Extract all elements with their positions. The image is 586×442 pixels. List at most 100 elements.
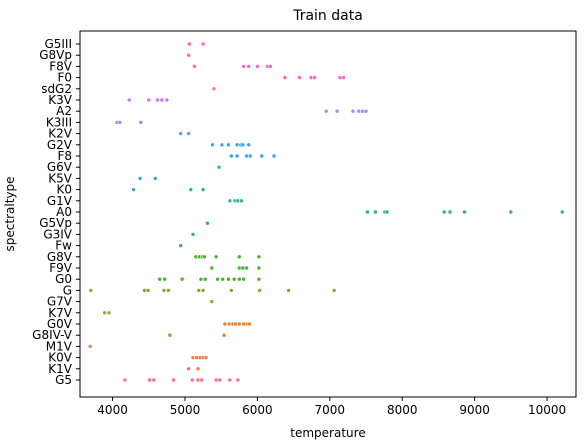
data-point bbox=[385, 210, 389, 214]
data-point bbox=[127, 98, 131, 102]
data-point bbox=[272, 154, 276, 158]
x-tick-label: 4000 bbox=[97, 403, 128, 417]
x-tick-label: 7000 bbox=[315, 403, 346, 417]
data-point bbox=[201, 42, 205, 46]
chart-title: Train data bbox=[292, 8, 363, 24]
y-axis-label: spectraltype bbox=[3, 177, 17, 252]
x-axis-ticks: 4000 5000 6000 7000 8000 9000 10000 bbox=[97, 397, 566, 417]
data-point bbox=[147, 98, 151, 102]
data-point bbox=[287, 288, 291, 292]
data-point bbox=[171, 378, 175, 382]
data-point bbox=[187, 367, 191, 371]
data-point bbox=[242, 64, 246, 68]
data-point bbox=[247, 322, 251, 326]
data-point bbox=[217, 165, 221, 169]
x-axis-label: temperature bbox=[290, 426, 365, 440]
data-point bbox=[107, 311, 111, 315]
data-point bbox=[179, 132, 183, 136]
data-point bbox=[335, 109, 339, 113]
data-point bbox=[200, 378, 204, 382]
data-point bbox=[257, 255, 261, 259]
data-point bbox=[168, 333, 172, 337]
data-point bbox=[212, 87, 216, 91]
data-point bbox=[158, 277, 162, 281]
data-point bbox=[203, 255, 207, 259]
data-point bbox=[245, 266, 249, 270]
data-point bbox=[204, 356, 208, 360]
data-point bbox=[201, 288, 205, 292]
data-point bbox=[191, 232, 195, 236]
data-point bbox=[148, 378, 152, 382]
data-point bbox=[103, 311, 107, 315]
data-point bbox=[258, 288, 262, 292]
x-tick-label: 9000 bbox=[459, 403, 490, 417]
data-point bbox=[283, 76, 287, 80]
y-tick-label: G5 bbox=[55, 373, 72, 387]
data-point bbox=[160, 98, 164, 102]
data-point bbox=[155, 98, 159, 102]
y-axis-ticks: G5IIIG8VpF8VF0sdG2K3VA2K3IIIK2VG2VF8G6VK… bbox=[32, 37, 80, 387]
data-point bbox=[242, 277, 246, 281]
data-point bbox=[138, 176, 142, 180]
data-point bbox=[239, 199, 243, 203]
data-point bbox=[192, 64, 196, 68]
data-point bbox=[89, 288, 93, 292]
data-point bbox=[165, 98, 169, 102]
data-point bbox=[88, 344, 92, 348]
data-point bbox=[268, 64, 272, 68]
x-tick-label: 8000 bbox=[387, 403, 418, 417]
data-point bbox=[180, 277, 184, 281]
x-tick-label: 6000 bbox=[242, 403, 273, 417]
data-point bbox=[187, 132, 191, 136]
data-point bbox=[241, 143, 245, 147]
data-point bbox=[189, 188, 193, 192]
data-point bbox=[462, 210, 466, 214]
data-point bbox=[237, 277, 241, 281]
data-point bbox=[201, 188, 205, 192]
data-point bbox=[235, 154, 239, 158]
data-point bbox=[139, 120, 143, 124]
data-point bbox=[218, 378, 222, 382]
data-point bbox=[187, 42, 191, 46]
data-point bbox=[236, 378, 240, 382]
data-point bbox=[247, 64, 251, 68]
x-tick-label: 5000 bbox=[170, 403, 201, 417]
data-point bbox=[373, 210, 377, 214]
data-point bbox=[342, 76, 346, 80]
data-point bbox=[197, 288, 201, 292]
data-point bbox=[237, 322, 241, 326]
plot-frame bbox=[80, 31, 576, 397]
data-point bbox=[203, 277, 207, 281]
data-point bbox=[153, 176, 157, 180]
x-tick-label: 10000 bbox=[528, 403, 566, 417]
data-point bbox=[211, 143, 215, 147]
data-point bbox=[364, 109, 368, 113]
data-point bbox=[229, 288, 233, 292]
data-point bbox=[442, 210, 446, 214]
data-point bbox=[123, 378, 127, 382]
data-point bbox=[257, 266, 261, 270]
data-point bbox=[313, 76, 317, 80]
data-point bbox=[214, 255, 218, 259]
data-point bbox=[229, 154, 233, 158]
data-point bbox=[152, 378, 156, 382]
data-point bbox=[223, 322, 227, 326]
data-point bbox=[146, 288, 150, 292]
data-point bbox=[226, 277, 230, 281]
data-point bbox=[179, 244, 183, 248]
data-point bbox=[351, 109, 355, 113]
data-point bbox=[187, 53, 191, 57]
data-point bbox=[448, 210, 452, 214]
data-point bbox=[257, 277, 261, 281]
data-point bbox=[220, 143, 224, 147]
data-point bbox=[216, 277, 220, 281]
data-point bbox=[324, 109, 328, 113]
data-point bbox=[255, 64, 259, 68]
data-point bbox=[210, 266, 214, 270]
data-point bbox=[163, 277, 167, 281]
data-point bbox=[199, 277, 203, 281]
data-points bbox=[88, 42, 564, 382]
data-point bbox=[260, 154, 264, 158]
data-point bbox=[162, 288, 166, 292]
